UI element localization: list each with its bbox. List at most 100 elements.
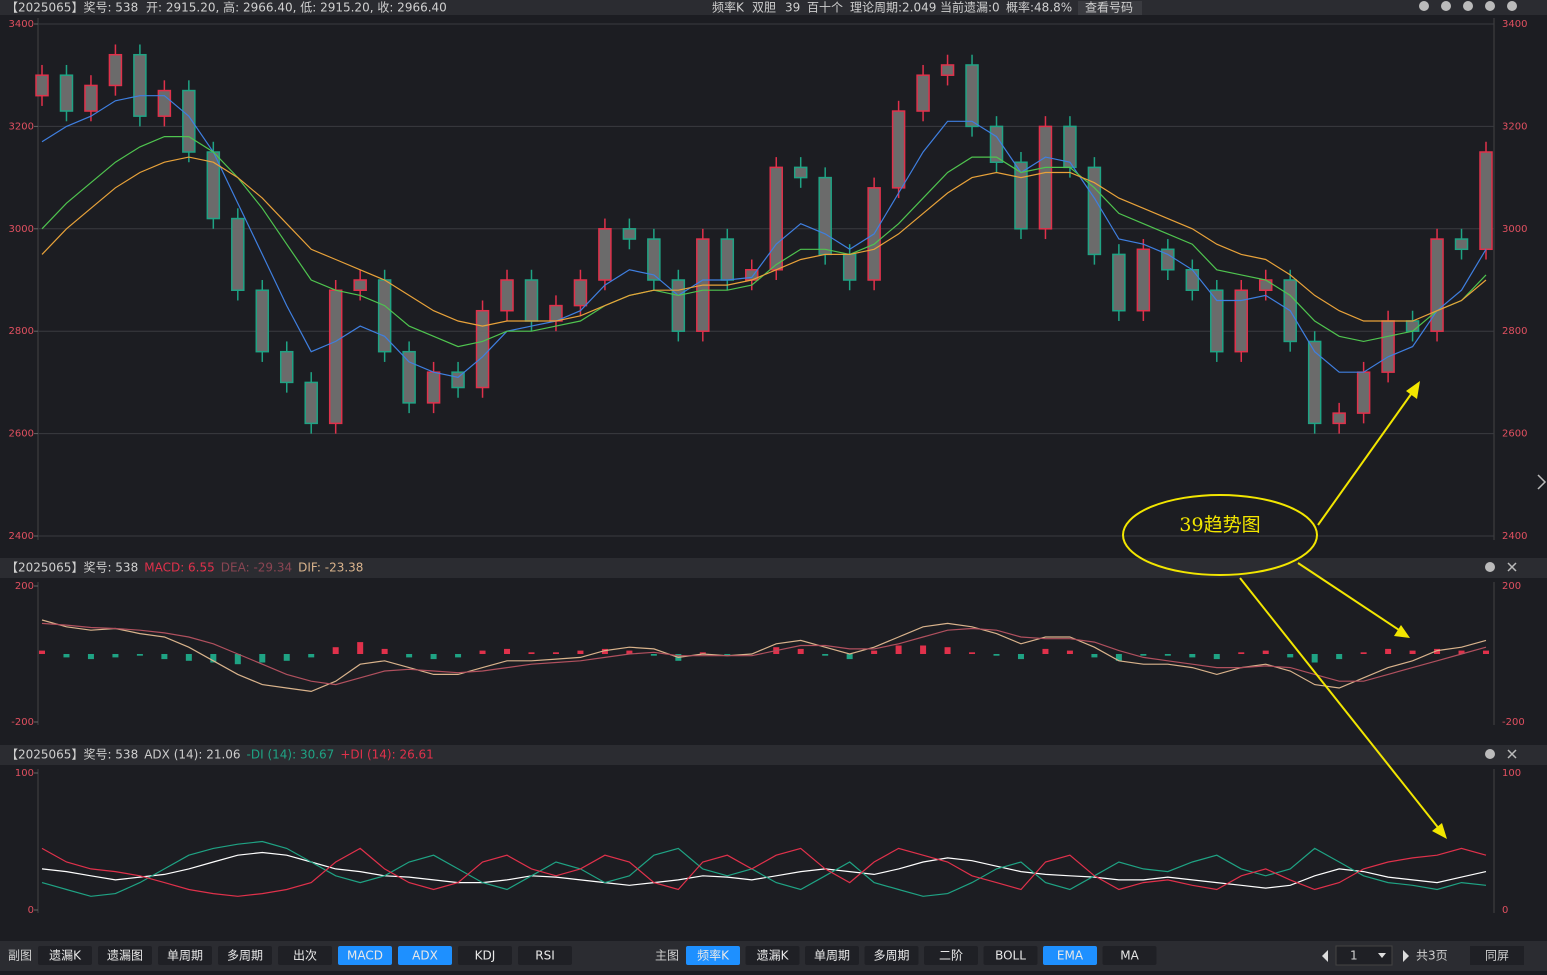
toolbar-button[interactable]	[518, 946, 572, 965]
toolbar-button[interactable]	[98, 946, 152, 965]
icon[interactable]	[1441, 1, 1451, 11]
toolbar-button[interactable]	[338, 946, 392, 965]
icon[interactable]	[1463, 1, 1473, 11]
arrow-heads	[1394, 381, 1447, 839]
toolbar-button[interactable]	[924, 946, 978, 965]
indicator-line	[41, 840, 1487, 897]
toolbar-button[interactable]	[278, 946, 332, 965]
candle-body	[1381, 320, 1395, 373]
macd-bar	[332, 647, 339, 654]
toolbar-button[interactable]	[218, 946, 272, 965]
toolbar-button-label[interactable]: RSI	[535, 949, 555, 963]
y-tick-label: 2400	[1502, 531, 1527, 542]
candle-body	[622, 228, 637, 240]
toolbar: 副图 遗漏K 遗漏图 单周期 多周期 出次 MACD ADX KDJ RSI 主图 频率K 遗漏K 单周期…	[8, 945, 1524, 966]
candle-body	[475, 309, 490, 389]
toolbar-button-label[interactable]: 二阶	[939, 949, 963, 963]
macd-bar	[552, 652, 559, 654]
macd-bar	[626, 650, 633, 654]
toolbar-button-label[interactable]: 多周期	[227, 949, 263, 963]
macd-bar	[1385, 648, 1392, 654]
toolbar-button-label[interactable]: 单周期	[167, 949, 203, 963]
annotation-arrow	[1317, 389, 1415, 526]
toolbar-button-label[interactable]: MA	[1120, 949, 1139, 963]
toolbar-button-label[interactable]: 频率K	[697, 948, 730, 963]
toolbar-button[interactable]	[864, 946, 919, 965]
expand-arrow[interactable]	[1537, 474, 1547, 490]
candle-body	[1136, 248, 1151, 312]
toolbar-button[interactable]	[1043, 946, 1097, 965]
toolbar-button[interactable]	[38, 946, 92, 965]
candle-body	[59, 74, 74, 112]
macd-bar	[969, 652, 976, 654]
candle-body	[500, 279, 514, 312]
toolbar-button[interactable]	[458, 946, 512, 965]
readout: +DI (14): 26.61	[340, 748, 434, 762]
y-tick-label: 2800	[1502, 326, 1527, 337]
macd-bar	[1238, 652, 1245, 654]
macd-bar	[1140, 654, 1147, 656]
toolbar-button[interactable]	[158, 946, 212, 965]
y-tick-label: 200	[15, 581, 34, 592]
toolbar-button-label[interactable]: ADX	[412, 949, 438, 963]
macd-bar	[1262, 650, 1269, 654]
candle-body	[1185, 269, 1200, 291]
icon[interactable]	[1419, 1, 1429, 11]
header-item: 当前遗漏:0	[940, 0, 1000, 15]
toolbar-button-label[interactable]: 出次	[293, 949, 317, 963]
macd-bar	[1091, 654, 1098, 658]
toolbar-button[interactable]	[686, 946, 740, 965]
view-button-label[interactable]: 查看号码	[1085, 1, 1133, 15]
y-tick-label: 3400	[1502, 19, 1527, 30]
toolbar-button-label[interactable]: BOLL	[995, 949, 1026, 963]
y-tick-label: 100	[1502, 768, 1521, 779]
macd-bar	[1042, 648, 1049, 654]
icon[interactable]	[1485, 749, 1495, 759]
toolbar-button-label[interactable]: 遗漏K	[49, 949, 82, 963]
macd-bar	[1336, 654, 1343, 660]
toolbar-button[interactable]	[805, 946, 859, 965]
close-icon[interactable]	[1507, 562, 1517, 572]
close-icon[interactable]	[1507, 749, 1517, 759]
macd-bar	[1115, 654, 1122, 661]
candle-body	[1112, 253, 1126, 312]
toolbar-button-label[interactable]: KDJ	[475, 949, 496, 963]
candle-body	[1014, 161, 1028, 230]
icon[interactable]	[1485, 562, 1495, 572]
icon[interactable]	[1485, 1, 1495, 11]
y-tick-label: 2600	[1502, 429, 1527, 440]
view-button[interactable]	[1078, 1, 1142, 15]
macd-bar	[650, 654, 657, 656]
toolbar-button[interactable]	[745, 946, 800, 965]
candle-body	[231, 217, 245, 291]
indicator-line	[41, 847, 1487, 897]
icon[interactable]	[1507, 1, 1517, 11]
readout: MACD: 6.55	[144, 561, 215, 575]
toolbar-button[interactable]	[398, 946, 452, 965]
annotation-text: 39趋势图	[1179, 514, 1260, 536]
annotation-ellipse	[1122, 494, 1318, 576]
candle-body	[1234, 289, 1249, 353]
macd-bar	[136, 654, 143, 656]
toolbar-button-label[interactable]: 遗漏K	[757, 949, 790, 963]
toolbar-button[interactable]	[1102, 946, 1157, 965]
candle-body	[1161, 248, 1175, 271]
candle-body	[891, 110, 906, 189]
toolbar-button[interactable]	[983, 946, 1038, 965]
arrow-head	[1406, 381, 1420, 399]
adx-header-bar	[0, 745, 1547, 765]
candle-body	[451, 371, 465, 389]
candle-body	[328, 289, 343, 425]
macd-bar	[1017, 654, 1024, 660]
toolbar-button-label[interactable]: 遗漏图	[107, 949, 143, 963]
candle-body	[647, 238, 661, 281]
axes	[37, 18, 1495, 913]
page-number: 1	[1350, 949, 1358, 963]
toolbar-button-label[interactable]: EMA	[1057, 949, 1084, 963]
toolbar-button-label[interactable]: MACD	[347, 949, 383, 963]
toolbar-button-label[interactable]: 单周期	[814, 949, 850, 963]
macd-bar	[871, 650, 878, 654]
top-bar	[0, 0, 1547, 15]
toolbar-button-label[interactable]: 多周期	[873, 949, 909, 963]
